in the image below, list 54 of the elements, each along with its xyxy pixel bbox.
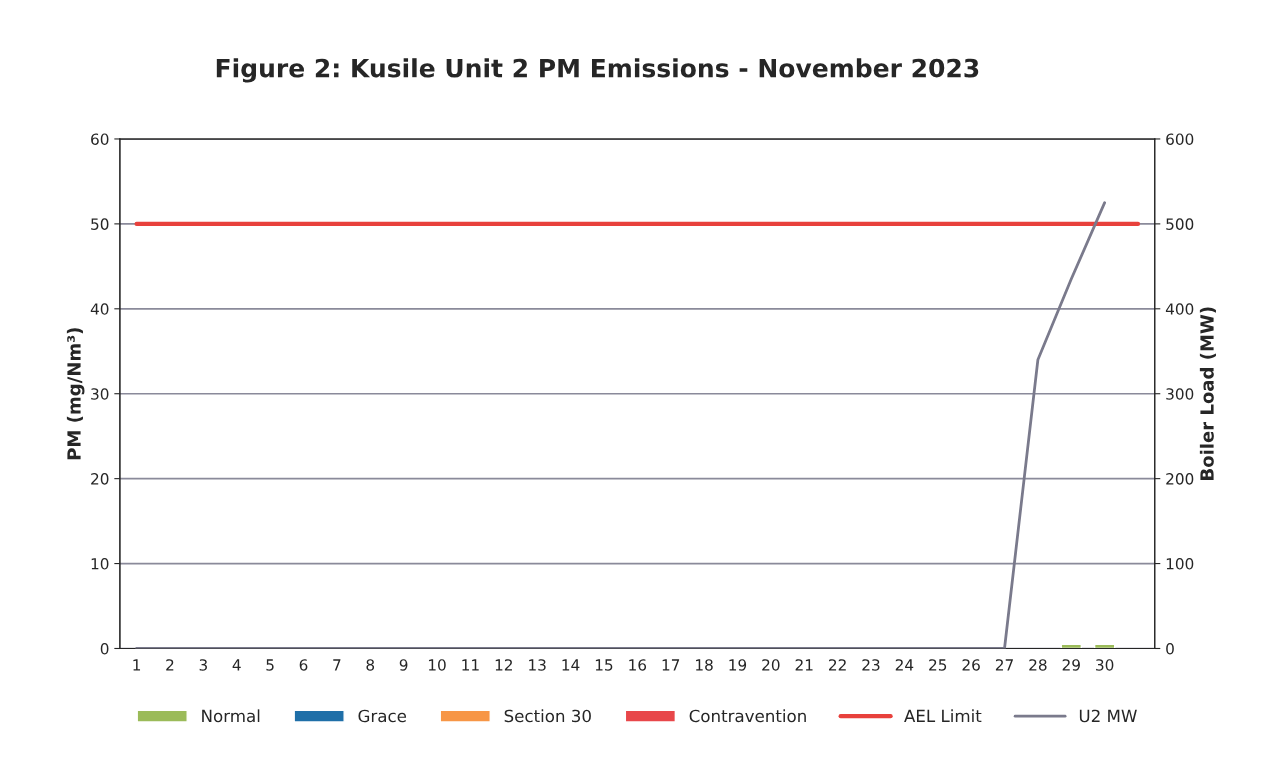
- x-tick-label: 9: [399, 659, 408, 671]
- legend-label: Normal: [202, 709, 260, 723]
- x-tick-label: 1: [133, 659, 141, 671]
- x-tick-label: 4: [232, 659, 241, 671]
- x-tick-label: 18: [696, 659, 713, 671]
- x-tick-label: 8: [366, 659, 375, 671]
- x-tick-label: 21: [795, 659, 813, 671]
- x-tick-label: 25: [929, 659, 947, 671]
- line-series: [135, 201, 1107, 649]
- legend-label: U2 MW: [1079, 709, 1137, 723]
- x-tick-label: 17: [662, 659, 680, 671]
- legend-label: Section 30: [504, 709, 591, 723]
- y-tick-label: 50: [91, 218, 109, 230]
- y2-tick-label: 200: [1166, 473, 1194, 485]
- x-tick-label: 7: [333, 659, 341, 671]
- x-tick-label: 2: [166, 659, 174, 671]
- x-tick-label: 10: [428, 659, 446, 671]
- x-tick-label: 29: [1062, 659, 1080, 671]
- x-tick-label: 12: [495, 659, 512, 671]
- y-tick-label: 60: [91, 133, 109, 145]
- x-tick-label: 14: [562, 659, 580, 671]
- y2-tick-label: 0: [1166, 642, 1174, 655]
- y-axis-title: PM (mg/Nm³): [66, 328, 85, 460]
- y2-tick-label: 600: [1166, 133, 1194, 145]
- x-tick-label: 24: [895, 659, 914, 671]
- y2-axis-title: Boiler Load (MW): [1199, 307, 1216, 480]
- x-tick-label: 19: [729, 659, 747, 671]
- y-tick-label: 40: [90, 303, 109, 315]
- legend-label: Grace: [358, 709, 407, 723]
- x-tick-label: 30: [1096, 659, 1114, 671]
- y-tick-label: 30: [91, 388, 109, 400]
- y-tick-label: 20: [91, 473, 109, 485]
- x-tick-label: 26: [962, 659, 980, 671]
- chart-title: Figure 2: Kusile Unit 2 PM Emissions - November 2023: [216, 58, 979, 83]
- legend-label: Contravention: [689, 709, 806, 723]
- y2-tick-label: 100: [1166, 558, 1194, 570]
- y-tick-label: 10: [91, 558, 109, 570]
- y2-tick-label: 500: [1166, 218, 1194, 230]
- x-tick-label: 5: [266, 659, 274, 671]
- x-tick-label: 11: [462, 659, 479, 671]
- y2-tick-label: 400: [1165, 303, 1194, 315]
- x-tick-label: 28: [1029, 659, 1047, 671]
- x-tick-label: 13: [529, 659, 546, 671]
- x-tick-label: 16: [629, 659, 647, 671]
- legend-label: AEL Limit: [904, 709, 982, 722]
- y2-tick-label: 300: [1166, 388, 1194, 400]
- x-tick-label: 3: [199, 659, 207, 671]
- x-tick-label: 23: [862, 659, 880, 671]
- x-tick-label: 6: [299, 659, 308, 671]
- x-tick-label: 22: [829, 659, 846, 671]
- x-tick-label: 15: [595, 659, 613, 671]
- x-tick-label: 20: [762, 659, 780, 671]
- x-tick-label: 27: [995, 659, 1013, 671]
- y-tick-label: 0: [100, 642, 109, 655]
